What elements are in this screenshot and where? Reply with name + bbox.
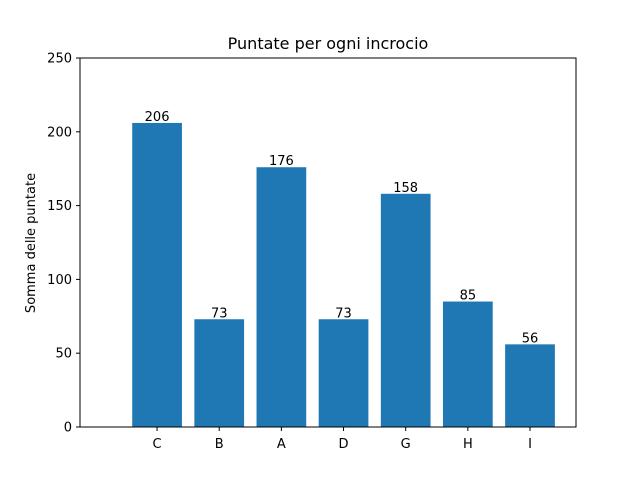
chart-title: Puntate per ogni incrocio [228,34,429,53]
x-tick-label-A: A [277,437,286,452]
y-tick-label-50: 50 [55,347,72,362]
y-tick-label-200: 200 [47,125,72,140]
bar-B [194,319,245,427]
y-tick-label-100: 100 [47,273,72,288]
y-tick-label-250: 250 [47,52,72,67]
bar-value-label-I: 56 [522,331,539,346]
bar-value-label-B: 73 [211,306,228,321]
y-tick-label-150: 150 [47,199,72,214]
bar-I [505,344,555,427]
y-axis-label: Somma delle puntate [24,173,39,313]
bar-value-label-G: 158 [393,181,418,196]
y-axis-ticks: 0 50 100 150 200 250 [47,52,80,436]
bar-G [380,193,431,427]
x-tick-label-H: H [463,437,473,452]
bar-C [132,122,182,427]
x-tick-label-I: I [528,437,532,452]
bar-A [256,167,307,427]
bar-value-label-H: 85 [460,289,477,304]
x-tick-label-C: C [153,437,162,452]
y-tick-label-0: 0 [64,421,72,436]
bar-value-label-D: 73 [335,306,352,321]
bar-H [442,301,493,427]
plot-frame [79,57,577,428]
x-tick-label-G: G [401,437,411,452]
bars-group [132,122,555,427]
x-tick-label-B: B [215,437,224,452]
bar-D [318,319,369,427]
x-tick-label-D: D [339,437,349,452]
bar-value-label-A: 176 [269,154,294,169]
bar-value-labels: 206 73 176 73 158 85 56 [145,110,539,346]
bar-value-label-C: 206 [145,110,170,125]
